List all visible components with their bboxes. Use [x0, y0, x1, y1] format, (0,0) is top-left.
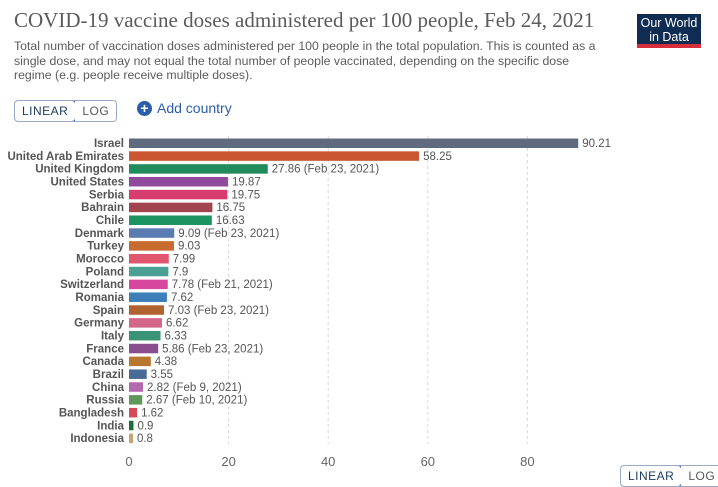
bar-switzerland [129, 279, 168, 290]
linear-scale-button[interactable]: LINEAR [15, 101, 77, 121]
value-label-united-kingdom: 27.86 (Feb 23, 2021) [272, 164, 380, 176]
category-label-switzerland: Switzerland [60, 279, 124, 291]
category-label-turkey: Turkey [87, 241, 124, 253]
x-tick-label-80: 80 [520, 454, 534, 469]
bar-israel [129, 138, 579, 148]
category-label-israel: Israel [94, 138, 124, 150]
value-label-bahrain: 16.75 [216, 202, 245, 214]
value-label-spain: 7.03 (Feb 23, 2021) [168, 305, 269, 317]
category-label-russia: Russia [86, 395, 124, 407]
value-label-brazil: 3.55 [151, 369, 173, 381]
value-label-italy: 6.33 [165, 330, 187, 342]
category-label-spain: Spain [93, 305, 124, 317]
chart-subtitle: Total number of vaccination doses admini… [14, 39, 596, 82]
bar-morocco [129, 253, 169, 264]
log-scale-button[interactable]: LOG [75, 101, 117, 121]
value-label-denmark: 9.09 (Feb 23, 2021) [178, 228, 279, 240]
value-label-united-arab-emirates: 58.25 [423, 151, 452, 163]
category-label-italy: Italy [101, 330, 125, 342]
category-label-china: China [92, 382, 125, 394]
bar-italy [129, 330, 161, 341]
category-label-germany: Germany [74, 318, 124, 330]
value-label-chile: 16.63 [216, 215, 245, 227]
bar-spain [129, 305, 165, 315]
category-label-brazil: Brazil [93, 369, 124, 381]
category-label-poland: Poland [86, 266, 124, 278]
value-label-france: 5.86 (Feb 23, 2021) [162, 343, 263, 355]
category-label-serbia: Serbia [89, 189, 125, 201]
value-label-germany: 6.62 [166, 318, 188, 330]
owid-logo[interactable]: Our World in Data [637, 14, 701, 48]
bar-canada [129, 356, 151, 367]
plus-icon: + [137, 100, 152, 116]
value-label-russia: 2.67 (Feb 10, 2021) [146, 395, 247, 407]
value-label-indonesia: 0.8 [137, 433, 153, 445]
x-tick-label-0: 0 [125, 454, 132, 469]
bar-germany [129, 318, 162, 328]
value-label-china: 2.82 (Feb 9, 2021) [147, 382, 242, 394]
linear-scale-button-bottom[interactable]: LINEAR [621, 466, 683, 486]
x-tick-label-20: 20 [221, 454, 235, 469]
bar-china [129, 382, 144, 392]
category-label-morocco: Morocco [76, 253, 124, 265]
chart-title: COVID-19 vaccine doses administered per … [14, 8, 595, 32]
log-scale-button-bottom[interactable]: LOG [681, 466, 718, 486]
bar-denmark [129, 228, 175, 238]
bar-serbia [129, 189, 228, 200]
bar-romania [129, 292, 167, 302]
value-label-india: 0.9 [137, 420, 153, 432]
bar-bangladesh [129, 407, 138, 418]
category-label-united-states: United States [51, 176, 125, 188]
category-label-bahrain: Bahrain [81, 202, 124, 214]
bar-chile [129, 215, 212, 225]
category-label-canada: Canada [82, 356, 124, 368]
category-label-denmark: Denmark [75, 228, 125, 240]
category-label-chile: Chile [96, 215, 124, 227]
bar-poland [129, 266, 169, 277]
x-tick-label-60: 60 [421, 454, 435, 469]
category-label-united-arab-emirates: United Arab Emirates [7, 151, 124, 163]
x-tick-label-40: 40 [321, 454, 335, 469]
value-label-israel: 90.21 [582, 138, 611, 150]
value-label-bangladesh: 1.62 [141, 407, 163, 419]
bar-turkey [129, 241, 174, 251]
scale-toggle-bottom: LINEAR LOG [620, 465, 718, 487]
value-label-morocco: 7.99 [173, 253, 195, 265]
value-label-turkey: 9.03 [178, 241, 200, 253]
add-country-label: Add country [157, 100, 232, 116]
bar-indonesia [129, 433, 133, 444]
category-label-romania: Romania [75, 292, 124, 304]
logo-line-1: Our World [640, 16, 698, 30]
bar-brazil [129, 369, 147, 379]
bar-india [129, 420, 134, 431]
value-label-serbia: 19.75 [231, 189, 260, 201]
bar-france [129, 343, 159, 354]
category-label-united-kingdom: United Kingdom [35, 164, 124, 176]
bar-bahrain [129, 202, 213, 213]
category-label-indonesia: Indonesia [70, 433, 124, 445]
category-label-india: India [97, 420, 124, 432]
bar-russia [129, 395, 143, 405]
value-label-switzerland: 7.78 (Feb 21, 2021) [172, 279, 273, 291]
category-label-bangladesh: Bangladesh [59, 407, 124, 419]
value-label-romania: 7.62 [171, 292, 193, 304]
value-label-poland: 7.9 [172, 266, 188, 278]
logo-line-2: in Data [649, 30, 689, 44]
add-country-button[interactable]: + Add country [137, 100, 232, 116]
bar-united-states [129, 176, 228, 187]
value-label-united-states: 19.87 [232, 176, 261, 188]
value-label-canada: 4.38 [155, 356, 177, 368]
scale-toggle-top: LINEAR LOG [14, 100, 118, 122]
bar-united-kingdom [129, 164, 268, 174]
category-label-france: France [86, 343, 124, 355]
bar-united-arab-emirates [129, 151, 420, 161]
